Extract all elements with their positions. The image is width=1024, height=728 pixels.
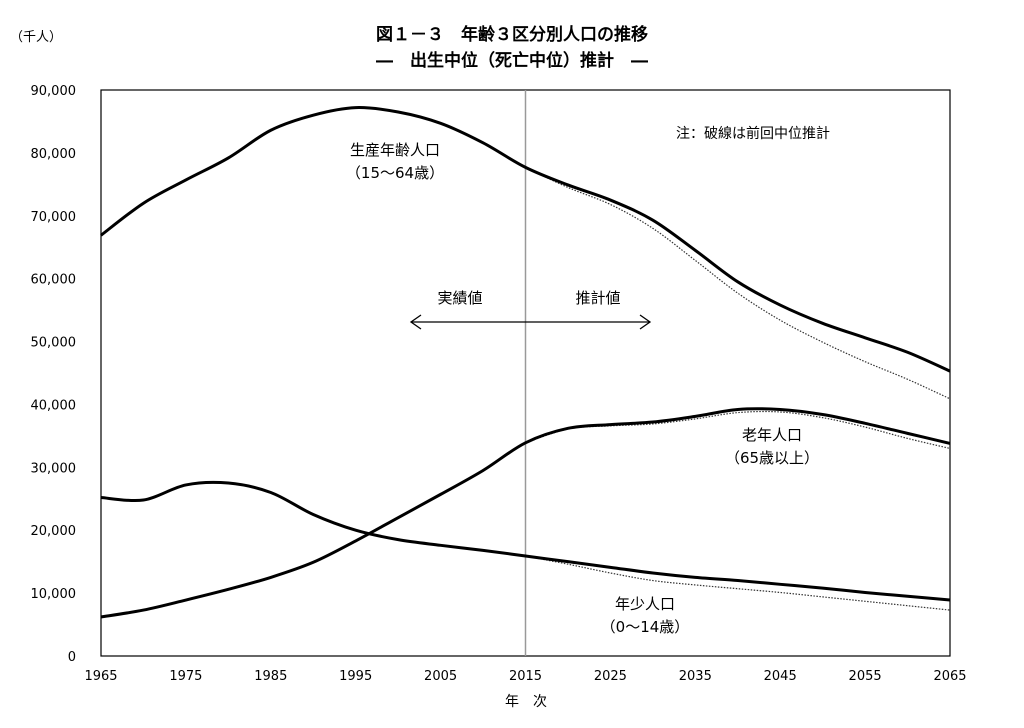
note-text: 注：破線は前回中位推計 <box>676 125 830 142</box>
chart-title: 図１－３ 年齢３区分別人口の推移 <box>376 24 648 45</box>
x-tick-label: 1995 <box>339 669 372 684</box>
y-unit-label: （千人） <box>10 30 62 45</box>
series-label-working-age: 生産年齢人口 <box>350 141 440 159</box>
y-tick-label: 60,000 <box>31 273 77 288</box>
x-axis-label: 年 次 <box>505 694 547 710</box>
series-label-elderly: 老年人口 <box>742 426 802 444</box>
y-tick-label: 40,000 <box>31 398 77 413</box>
x-tick-label: 1965 <box>84 669 117 684</box>
series-label-children: 年少人口 <box>615 595 675 613</box>
x-tick-label: 2005 <box>424 669 457 684</box>
y-tick-label: 80,000 <box>31 147 77 162</box>
series-line-working-age <box>100 106 951 373</box>
series-line-children <box>100 480 951 602</box>
x-tick-label: 2015 <box>509 669 542 684</box>
series-label-elderly-range: （65歳以上） <box>725 449 819 467</box>
previous-projection-line-elderly <box>525 410 951 450</box>
y-tick-label: 90,000 <box>31 84 77 99</box>
y-tick-label: 20,000 <box>31 524 77 539</box>
chart-subtitle: ― 出生中位（死亡中位）推計 ― <box>376 50 648 71</box>
projection-label: 推計値 <box>575 289 620 307</box>
y-tick-label: 0 <box>68 650 76 665</box>
previous-projection-line-children <box>525 555 951 611</box>
x-tick-label: 2035 <box>679 669 712 684</box>
x-tick-label: 2045 <box>764 669 797 684</box>
series-label-working-age-range: （15～64歳） <box>346 164 444 182</box>
y-tick-label: 10,000 <box>31 587 77 602</box>
y-tick-label: 50,000 <box>31 336 77 351</box>
y-tick-label: 30,000 <box>31 461 77 476</box>
x-tick-label: 2055 <box>849 669 882 684</box>
series-line-elderly <box>100 407 951 619</box>
x-tick-label: 1985 <box>254 669 287 684</box>
y-tick-label: 70,000 <box>31 210 77 225</box>
x-tick-label: 2025 <box>594 669 627 684</box>
series-label-children-range: （0～14歳） <box>601 618 690 636</box>
actual-label: 実績値 <box>437 289 482 307</box>
previous-projection-line-working-age <box>525 166 951 400</box>
x-tick-label: 2065 <box>933 669 966 684</box>
x-tick-label: 1975 <box>169 669 202 684</box>
double-arrow <box>409 314 652 330</box>
